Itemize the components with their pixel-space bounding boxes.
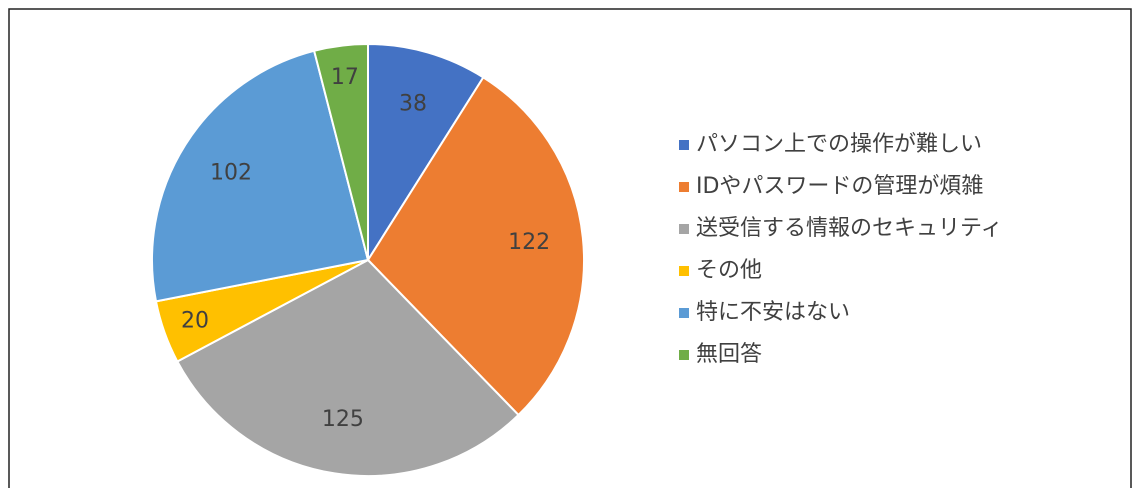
- data-label: 125: [322, 407, 364, 432]
- legend-swatch: [679, 224, 689, 234]
- data-label: 102: [210, 161, 252, 186]
- legend-label: 送受信する情報のセキュリティ: [696, 216, 1003, 241]
- legend-label: 無回答: [696, 342, 762, 367]
- data-label: 17: [331, 65, 359, 90]
- legend-swatch: [679, 308, 689, 318]
- data-label: 122: [508, 230, 550, 255]
- legend-swatch: [679, 350, 689, 360]
- pie-slice: [366, 75, 585, 417]
- pie-slice: [175, 258, 520, 477]
- data-label: 38: [399, 91, 427, 116]
- legend-label: IDやパスワードの管理が煩雑: [696, 174, 983, 199]
- legend-label: その他: [696, 258, 762, 283]
- legend-label: パソコン上での操作が難しい: [696, 132, 982, 157]
- data-label: 20: [181, 308, 209, 333]
- legend-label: 特に不安はない: [696, 300, 850, 325]
- pie-slice: [367, 42, 485, 264]
- legend-swatch: [679, 182, 689, 192]
- legend-swatch: [679, 266, 689, 276]
- frame: [8, 8, 1132, 488]
- pie-slice: [151, 49, 370, 303]
- legend-swatch: [679, 140, 689, 150]
- pie-slice: [312, 42, 369, 261]
